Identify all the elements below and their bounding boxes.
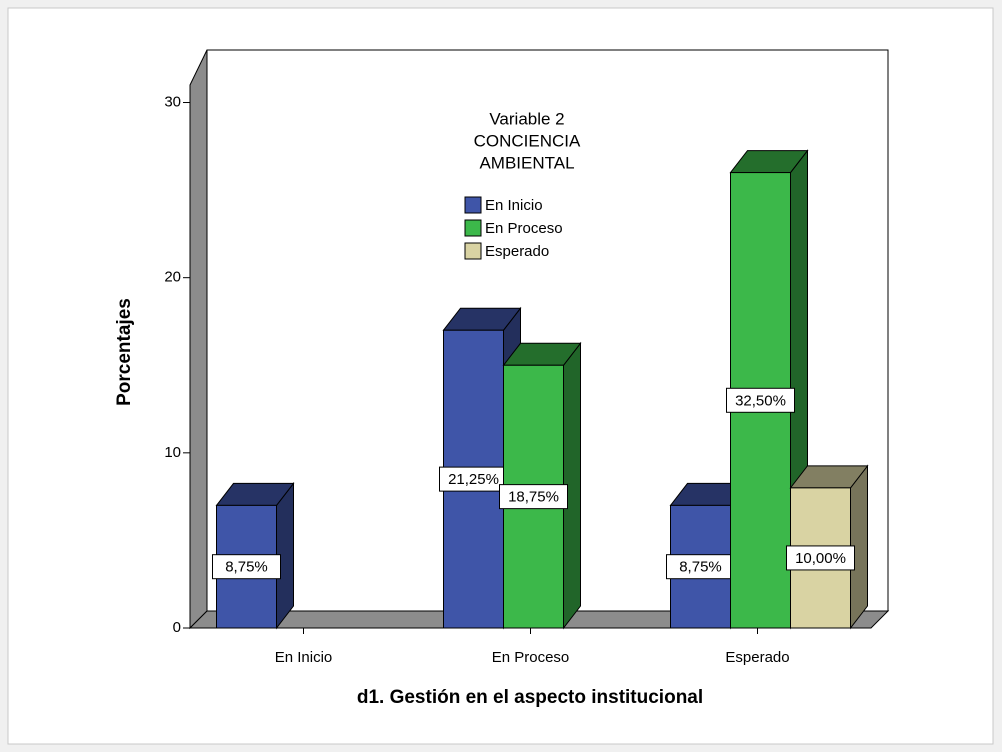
legend-swatch xyxy=(464,242,482,260)
value-label-box xyxy=(786,545,855,571)
value-label-box xyxy=(212,554,281,580)
legend-title: AMBIENTAL xyxy=(479,153,574,172)
y-tick-label: 10 xyxy=(164,444,181,461)
legend-label: Esperado xyxy=(485,243,549,260)
legend-label: En Inicio xyxy=(485,197,543,214)
y-tick-label: 20 xyxy=(164,269,181,286)
value-label: 21,25% xyxy=(448,471,499,488)
x-tick-label: Esperado xyxy=(725,649,789,666)
value-label: 10,00% xyxy=(795,550,846,567)
left-wall xyxy=(189,49,208,630)
legend-label: En Proceso xyxy=(485,220,563,237)
legend-title: CONCIENCIA xyxy=(474,131,581,150)
value-label-box xyxy=(726,387,795,413)
value-label-box xyxy=(439,466,508,492)
x-tick-label: En Inicio xyxy=(275,649,333,666)
value-label: 8,75% xyxy=(225,559,268,576)
y-axis-label: Porcentajes xyxy=(114,298,135,406)
x-tick-label: En Proceso xyxy=(492,649,570,666)
value-label-box xyxy=(499,484,568,510)
x-axis-label: d1. Gestión en el aspecto institucional xyxy=(357,687,703,708)
y-tick-label: 0 xyxy=(173,619,181,636)
legend-swatch xyxy=(464,196,482,214)
legend-swatch xyxy=(464,219,482,237)
value-label: 18,75% xyxy=(508,489,559,506)
y-tick-label: 30 xyxy=(164,93,181,110)
value-label: 32,50% xyxy=(735,392,786,409)
value-label: 8,75% xyxy=(679,559,722,576)
legend-title: Variable 2 xyxy=(489,109,564,128)
